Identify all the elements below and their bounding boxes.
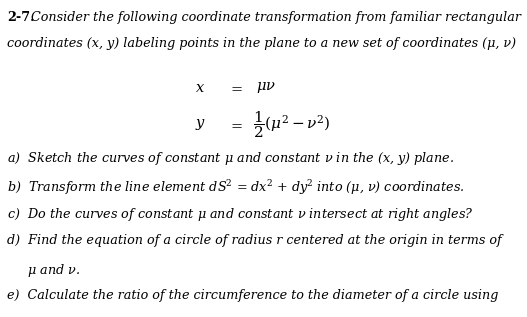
- Text: 2-7.: 2-7.: [7, 11, 34, 24]
- Text: $\mu$ and $\nu$.: $\mu$ and $\nu$.: [7, 262, 80, 279]
- Text: a)  Sketch the curves of constant $\mu$ and constant $\nu$ in the (x, y) plane.: a) Sketch the curves of constant $\mu$ a…: [7, 150, 454, 167]
- Text: $\mu\nu$: $\mu\nu$: [256, 80, 276, 95]
- Text: d)  Find the equation of a circle of radius r centered at the origin in terms of: d) Find the equation of a circle of radi…: [7, 234, 502, 247]
- Text: $y$: $y$: [195, 117, 206, 132]
- Text: Consider the following coordinate transformation from familiar rectangular: Consider the following coordinate transf…: [27, 11, 521, 24]
- Text: $\dfrac{1}{2}\left(\mu^2 - \nu^2\right)$: $\dfrac{1}{2}\left(\mu^2 - \nu^2\right)$: [253, 110, 331, 140]
- Text: coordinates (x, y) labeling points in the plane to a new set of coordinates (μ, : coordinates (x, y) labeling points in th…: [7, 37, 516, 50]
- Text: $x$: $x$: [195, 80, 205, 95]
- Text: b)  Transform the line element dS$^2$ = dx$^2$ + dy$^2$ into ($\mu$, $\nu$) coor: b) Transform the line element dS$^2$ = d…: [7, 178, 464, 197]
- Text: c)  Do the curves of constant $\mu$ and constant $\nu$ intersect at right angles: c) Do the curves of constant $\mu$ and c…: [7, 206, 474, 223]
- Text: e)  Calculate the ratio of the circumference to the diameter of a circle using: e) Calculate the ratio of the circumfere…: [7, 289, 498, 302]
- Text: $=$: $=$: [228, 80, 243, 95]
- Text: $=$: $=$: [228, 117, 243, 132]
